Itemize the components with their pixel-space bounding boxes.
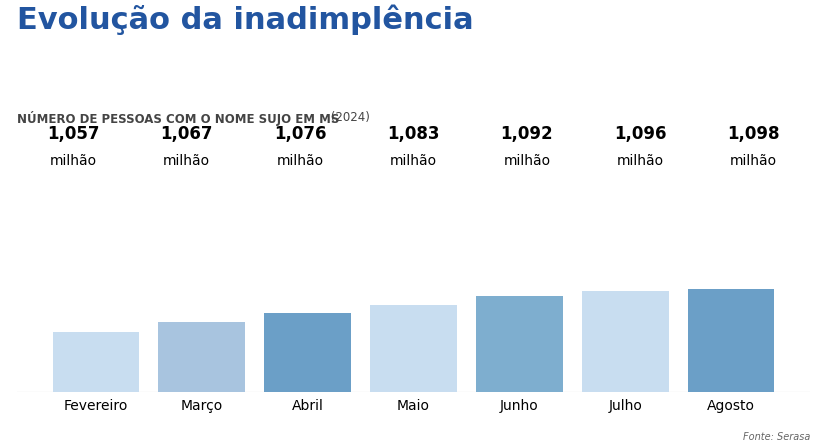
Text: NÚMERO DE PESSOAS COM O NOME SUJO EM MS: NÚMERO DE PESSOAS COM O NOME SUJO EM MS [17,112,339,127]
Bar [476,296,562,392]
Text: 1,092: 1,092 [500,125,553,143]
Text: 1,083: 1,083 [387,125,440,143]
Text: milhão: milhão [50,154,97,168]
Text: 1,096: 1,096 [614,125,667,143]
Bar [370,305,457,392]
Bar [159,322,246,392]
Text: 1,067: 1,067 [160,125,213,143]
Text: milhão: milhão [617,154,664,168]
Text: milhão: milhão [163,154,210,168]
Bar [265,313,351,392]
Bar [687,289,774,392]
Text: 1,076: 1,076 [274,125,327,143]
Text: 1,057: 1,057 [47,125,99,143]
Text: Fonte: Serasa: Fonte: Serasa [743,432,810,442]
Text: 1,098: 1,098 [728,125,780,143]
Bar [581,291,668,392]
Text: milhão: milhão [730,154,777,168]
Text: milhão: milhão [390,154,437,168]
Text: milhão: milhão [276,154,323,168]
Bar [53,333,140,392]
Text: Evolução da inadimplência: Evolução da inadimplência [17,4,473,35]
Text: milhão: milhão [504,154,551,168]
Text: (2024): (2024) [327,112,370,124]
